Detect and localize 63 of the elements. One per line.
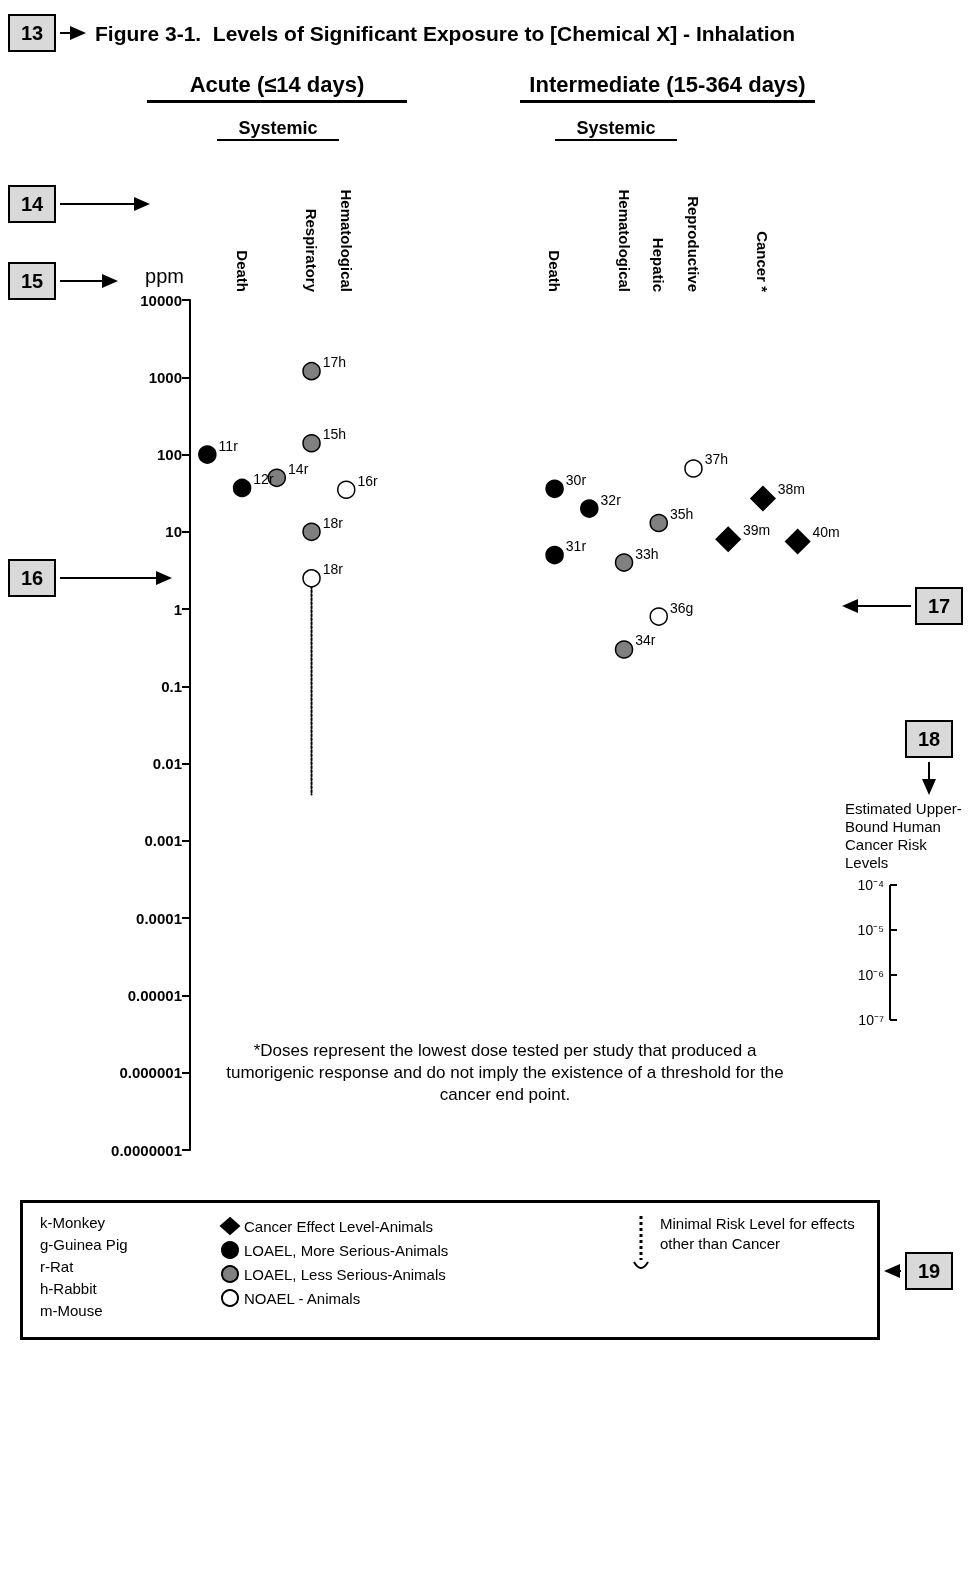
text: 15 bbox=[8, 262, 56, 300]
annotation: 35h bbox=[670, 506, 694, 523]
text: 14 bbox=[8, 185, 56, 223]
y-tick-label: 1000 bbox=[148, 368, 182, 386]
text: Minimal Risk Level for effects other than Cancer bbox=[660, 1214, 856, 1254]
text: 10⁻⁵ bbox=[856, 921, 884, 939]
annotation: 40m bbox=[812, 524, 840, 541]
annotation: 16r bbox=[357, 472, 379, 489]
text: 18 bbox=[905, 720, 953, 758]
annotation: 11r bbox=[218, 437, 239, 454]
text: 10⁻⁶ bbox=[856, 966, 884, 984]
annotation: 36g bbox=[670, 599, 694, 616]
annotation: 39m bbox=[742, 522, 771, 539]
text: Systemic bbox=[217, 118, 339, 141]
x-tick-label: Cancer * bbox=[754, 231, 772, 293]
x-tick-label: Respiratory bbox=[303, 208, 321, 293]
text: 17 bbox=[915, 587, 963, 625]
annotation: 37h bbox=[704, 451, 729, 468]
annotation: 32r bbox=[600, 491, 622, 508]
y-axis-title: ppm bbox=[145, 265, 184, 287]
annotation: 38m bbox=[777, 481, 805, 498]
text: Systemic bbox=[555, 118, 677, 141]
annotation: 14r bbox=[288, 460, 309, 477]
annotation: 17h bbox=[322, 354, 347, 371]
text: Intermediate (15-364 days) bbox=[520, 72, 815, 103]
legend-label: Cancer Effect Level-Animals bbox=[244, 1217, 433, 1235]
x-tick-label: Death bbox=[233, 250, 251, 292]
legend-label: LOAEL, Less Serious-Animals bbox=[244, 1265, 446, 1283]
x-tick-label: Hematological bbox=[337, 189, 355, 292]
legend-label: NOAEL - Animals bbox=[244, 1289, 361, 1307]
annotation: 30r bbox=[565, 471, 587, 488]
y-tick-label: 0.1 bbox=[161, 677, 182, 695]
text: 10⁻⁴ bbox=[856, 876, 884, 894]
text: Estimated Upper-Bound Human Cancer Risk Levels bbox=[845, 800, 963, 872]
y-tick-label: 0.0000001 bbox=[111, 1141, 182, 1159]
chart-title: Figure 3-1. Levels of Significant Exposure to [Chemical X] - Inhalation bbox=[95, 22, 796, 45]
x-tick-label: Death bbox=[546, 250, 564, 292]
x-tick-label: Hematological bbox=[615, 189, 633, 292]
legend-label: LOAEL, More Serious-Animals bbox=[244, 1241, 449, 1259]
y-tick-label: 0.00001 bbox=[127, 986, 182, 1004]
y-tick-label: 0.01 bbox=[152, 755, 182, 773]
y-tick-label: 10000 bbox=[140, 291, 182, 309]
annotation: *Doses represent the lowest dose tested per study that produced a tumorigenic response and do not imply the existence of a threshold for the cancer end point. bbox=[225, 1040, 785, 1106]
text: k-Monkey g-Guinea Pig r-Rat h-Rabbit m-Mouse bbox=[40, 1213, 129, 1321]
y-tick-label: 0.000001 bbox=[119, 1064, 182, 1082]
annotation: 18r bbox=[322, 514, 344, 531]
x-tick-label: Reproductive bbox=[684, 196, 702, 292]
y-tick-label: 100 bbox=[156, 446, 182, 464]
y-tick-label: 10 bbox=[165, 523, 182, 541]
y-tick-label: 0.001 bbox=[144, 832, 182, 850]
text: 16 bbox=[8, 559, 56, 597]
text: 19 bbox=[905, 1252, 953, 1290]
x-tick-label: Hepatic bbox=[650, 237, 668, 292]
annotation: 31r bbox=[565, 538, 587, 555]
annotation: 18r bbox=[322, 561, 344, 578]
annotation: 15h bbox=[322, 426, 347, 443]
y-tick-label: 1 bbox=[173, 600, 182, 618]
annotation: 33h bbox=[635, 545, 659, 562]
text: Acute (≤14 days) bbox=[147, 72, 407, 103]
y-tick-label: 0.0001 bbox=[136, 909, 182, 927]
text: 10⁻⁷ bbox=[857, 1011, 884, 1029]
text: 13 bbox=[8, 14, 56, 52]
annotation: 34r bbox=[635, 632, 656, 649]
